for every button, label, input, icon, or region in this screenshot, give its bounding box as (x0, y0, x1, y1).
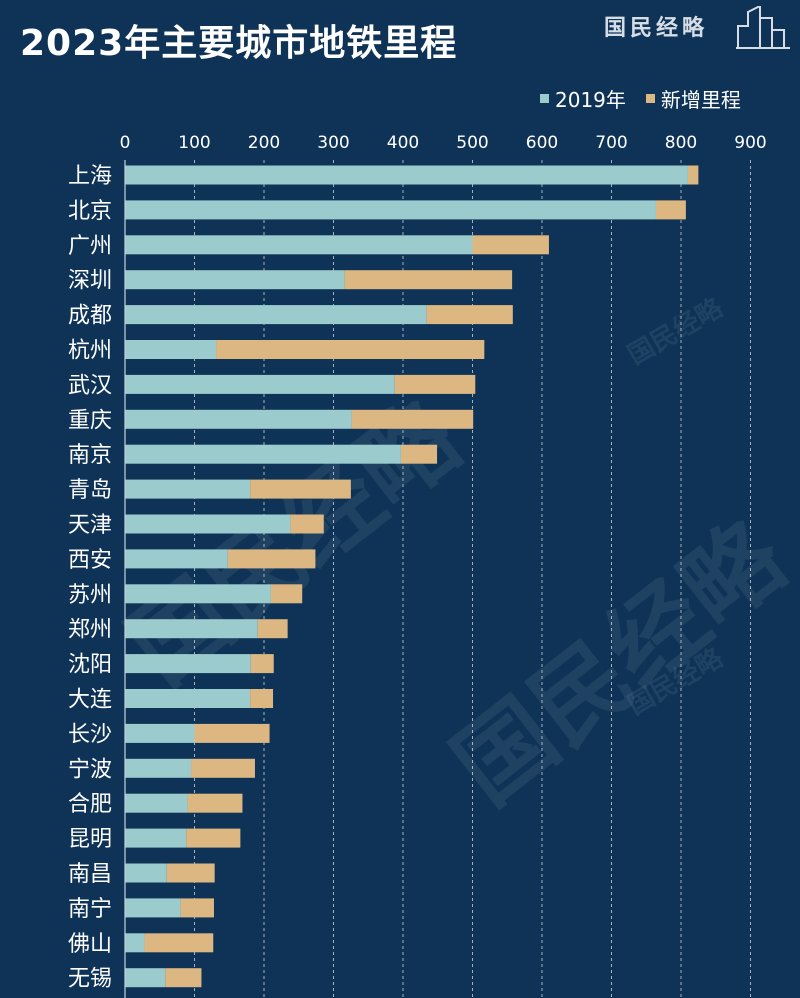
bar-base (125, 409, 352, 429)
y-category-label: 苏州 (68, 583, 112, 608)
y-category-label: 青岛 (68, 478, 112, 503)
bar-base (125, 933, 145, 953)
bar-base (125, 200, 656, 220)
building-icon (736, 6, 790, 49)
y-category-label: 杭州 (68, 339, 112, 364)
brand-logo-text: 国民经略 (604, 15, 709, 41)
y-category-label: 合肥 (68, 792, 112, 817)
y-category-label: 佛山 (68, 932, 112, 957)
bar-base (125, 689, 251, 708)
bar-base (125, 654, 251, 674)
y-category-label: 成都 (68, 304, 112, 329)
y-category-label: 天津 (68, 513, 112, 538)
bar-added (165, 968, 202, 988)
bar-base (125, 270, 345, 290)
legend-swatch-base (540, 94, 549, 103)
y-category-label: 大连 (68, 688, 112, 713)
x-tick-label: 900 (734, 133, 766, 153)
bar-base (125, 584, 271, 604)
bar-base (125, 968, 166, 988)
bar-added (144, 933, 214, 953)
y-category-label: 广州 (68, 234, 112, 259)
bar-added (687, 165, 699, 185)
bar-base (125, 479, 251, 499)
bar-base (125, 619, 258, 639)
bar-added (400, 444, 438, 464)
bar-base (125, 235, 473, 255)
bar-base (125, 514, 291, 534)
x-tick-label: 300 (317, 133, 349, 153)
y-category-label: 宁波 (68, 757, 112, 782)
bar-added (227, 549, 316, 569)
bar-added (257, 619, 288, 639)
legend-item-base: 2019年 (540, 84, 626, 113)
bar-base (125, 340, 217, 359)
bar-base (125, 305, 427, 325)
bar-base (125, 828, 187, 848)
bar-added (270, 584, 303, 604)
y-category-label: 长沙 (68, 722, 112, 747)
bar-base (125, 549, 228, 569)
x-tick-label: 0 (120, 133, 131, 153)
chart-legend: 2019年 新增里程 (540, 84, 741, 113)
bar-added (290, 514, 324, 534)
y-category-label: 昆明 (68, 827, 112, 852)
x-tick-label: 100 (178, 133, 210, 153)
bar-base (125, 758, 192, 778)
bar-added (166, 863, 215, 883)
bar-added (216, 340, 485, 359)
bar-added (194, 723, 270, 743)
bar-added (344, 270, 513, 290)
bar-base (125, 444, 401, 464)
legend-label-added: 新增里程 (660, 88, 741, 112)
bar-base (125, 723, 195, 743)
bar-added (655, 200, 686, 220)
y-category-label: 郑州 (68, 618, 112, 643)
x-tick-label: 500 (456, 133, 488, 153)
chart-title: 2023年主要城市地铁里程 (20, 23, 458, 64)
bar-base (125, 165, 688, 185)
bar-added (186, 828, 241, 848)
y-category-label: 西安 (68, 548, 112, 573)
x-tick-label: 800 (665, 133, 697, 153)
bar-base (125, 374, 395, 394)
bar-added (472, 235, 549, 255)
x-tick-label: 400 (387, 133, 419, 153)
bar-added (426, 305, 513, 325)
bar-base (125, 898, 181, 918)
y-category-label: 无锡 (68, 967, 112, 992)
y-category-label: 上海 (68, 164, 112, 189)
bar-base (125, 863, 167, 883)
y-category-label: 南昌 (68, 862, 112, 887)
y-category-label: 南京 (68, 443, 112, 468)
bar-added (180, 898, 214, 918)
bar-added (250, 689, 274, 708)
brand-logo: 国民经略 (604, 6, 790, 50)
bar-added (351, 409, 474, 429)
x-tick-label: 700 (595, 133, 627, 153)
bar-added (250, 479, 351, 499)
bar-added (394, 374, 476, 394)
bar-added (250, 654, 274, 674)
bar-added (187, 793, 243, 813)
bar-base (125, 793, 188, 813)
y-category-label: 南宁 (68, 897, 112, 922)
y-category-label: 武汉 (68, 373, 112, 398)
legend-item-added: 新增里程 (645, 84, 741, 113)
legend-swatch-added (645, 94, 655, 103)
y-category-label: 北京 (68, 199, 112, 224)
legend-label-base: 2019年 (555, 88, 626, 112)
x-tick-label: 200 (248, 133, 280, 153)
y-category-label: 重庆 (68, 408, 112, 433)
y-category-label: 沈阳 (68, 653, 112, 678)
x-tick-label: 600 (526, 133, 558, 153)
bar-added (191, 758, 255, 778)
y-category-label: 深圳 (68, 269, 112, 294)
